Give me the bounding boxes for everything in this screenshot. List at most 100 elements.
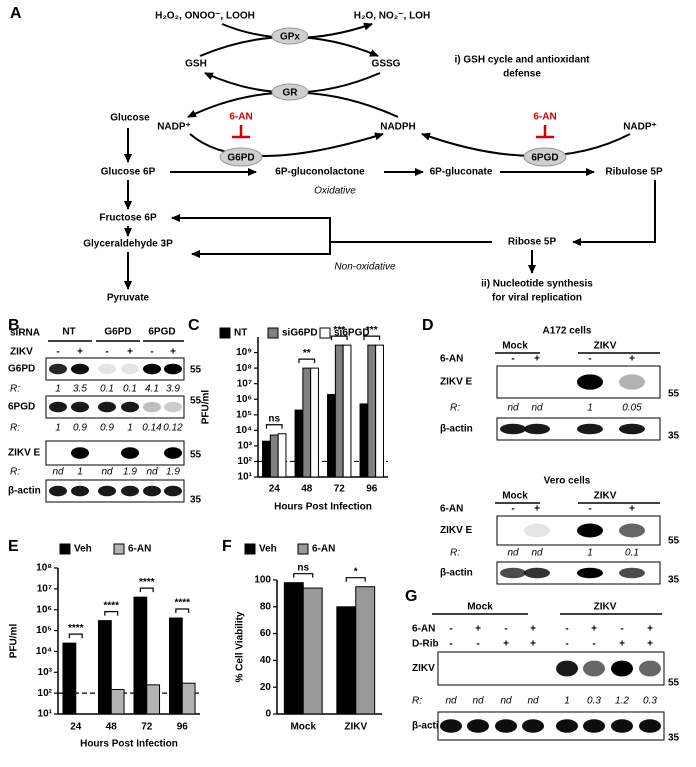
- y-tick-label: 10⁹: [236, 347, 252, 358]
- row-label: G6PD: [8, 364, 35, 375]
- band: [524, 523, 550, 538]
- label: 6P-gluconate: [430, 167, 493, 178]
- mw-marker: 55: [190, 450, 202, 461]
- band: [577, 423, 603, 435]
- x-tick-label: 48: [106, 722, 118, 733]
- label: GSSG: [372, 59, 401, 70]
- ratio-label: R:: [450, 403, 460, 414]
- label: Oxidative: [314, 186, 356, 197]
- significance-bracket: [139, 587, 154, 593]
- bar: [302, 367, 312, 478]
- significance-bracket: [68, 633, 83, 639]
- label: Ribulose 5P: [605, 167, 663, 178]
- ratio-value: 1: [127, 423, 133, 434]
- panel-label: F: [222, 538, 232, 555]
- y-tick-label: 10⁸: [236, 363, 252, 374]
- bar: [97, 620, 112, 715]
- mw-marker: 55: [668, 389, 680, 400]
- y-tick-label: 10⁶: [236, 394, 252, 405]
- label: D-Rib: [412, 639, 439, 650]
- label: -: [56, 347, 59, 358]
- bar: [146, 684, 161, 715]
- y-tick-label: 10¹: [38, 709, 53, 720]
- mw-marker: 55: [668, 536, 680, 547]
- label: ZIKV: [10, 347, 33, 358]
- arrow: [572, 180, 656, 246]
- band: [583, 719, 605, 733]
- label: H₂O, NO₂⁻, LOH: [354, 11, 430, 22]
- panel-label: B: [8, 317, 20, 334]
- row-label: β-actin: [440, 424, 473, 435]
- band: [49, 485, 67, 497]
- band: [577, 523, 603, 538]
- label: NT: [62, 327, 75, 338]
- band: [71, 401, 89, 413]
- label: G6PD: [104, 327, 131, 338]
- band: [556, 719, 578, 733]
- bar: [110, 688, 125, 715]
- bar: [133, 596, 148, 715]
- label: +: [127, 347, 133, 358]
- mw-marker: 35: [668, 431, 680, 442]
- significance-label: **: [303, 348, 311, 359]
- label: +: [475, 624, 481, 635]
- ratio-value: 0.1: [625, 548, 639, 559]
- legend-swatch: [219, 327, 231, 339]
- ratio-value: nd: [507, 403, 519, 414]
- ratio-label: R:: [412, 696, 422, 707]
- bar: [342, 344, 352, 478]
- bar: [310, 367, 319, 478]
- y-tick-label: 10⁵: [36, 625, 52, 636]
- label: -: [511, 354, 514, 365]
- label: 6-AN: [440, 354, 463, 365]
- band: [440, 719, 462, 733]
- y-tick-label: 60: [260, 628, 272, 639]
- significance-bracket: [345, 577, 366, 582]
- y-tick-label: 10²: [238, 456, 253, 467]
- band: [143, 401, 161, 413]
- panel-label: D: [422, 317, 434, 334]
- connector: [329, 217, 492, 255]
- legend-label: si6PGD: [334, 328, 370, 339]
- blot: [45, 440, 185, 466]
- enzyme-label: GPx: [280, 32, 300, 43]
- x-tick-label: ZIKV: [344, 722, 367, 733]
- label: +: [77, 347, 83, 358]
- x-tick-label: Mock: [290, 722, 316, 733]
- band: [71, 447, 89, 459]
- panel-label: G: [405, 588, 417, 605]
- label: -: [449, 624, 452, 635]
- panel-label: E: [8, 538, 19, 555]
- row-label: β-actin: [440, 568, 473, 579]
- label: +: [534, 504, 540, 515]
- label: -: [504, 624, 507, 635]
- legend-swatch: [267, 327, 279, 339]
- ratio-value: 3.5: [73, 384, 87, 395]
- enzyme: [219, 147, 263, 167]
- label: Pyruvate: [107, 293, 150, 304]
- label: ii) Nucleotide synthesis: [481, 279, 593, 290]
- ratio-value: 1: [55, 384, 61, 395]
- bar: [302, 587, 323, 715]
- enzyme: [271, 83, 309, 101]
- label: NADP⁺: [157, 122, 191, 133]
- panel-a: A H₂O₂, ONOO⁻, LOOH H₂O, NO₂⁻, LOH GPx G…: [10, 5, 663, 303]
- mw-marker: 55: [190, 365, 202, 376]
- y-tick-label: 10⁶: [36, 604, 52, 615]
- ratio-value: 0.12: [163, 423, 183, 434]
- significance-label: ns: [268, 413, 280, 424]
- row-label: ZIKV E: [440, 525, 473, 536]
- label: siRNA: [10, 328, 40, 339]
- band: [143, 485, 161, 497]
- band: [467, 719, 489, 733]
- legend-swatch: [297, 543, 309, 555]
- y-tick-label: 0: [265, 709, 271, 720]
- label: 6PGD: [148, 327, 175, 338]
- label: -: [476, 639, 479, 650]
- y-tick-label: 10¹: [238, 472, 253, 483]
- significance-bracket: [330, 335, 348, 341]
- y-axis-label: PFU/ml: [9, 624, 20, 659]
- bar: [336, 606, 357, 715]
- bar: [283, 582, 304, 715]
